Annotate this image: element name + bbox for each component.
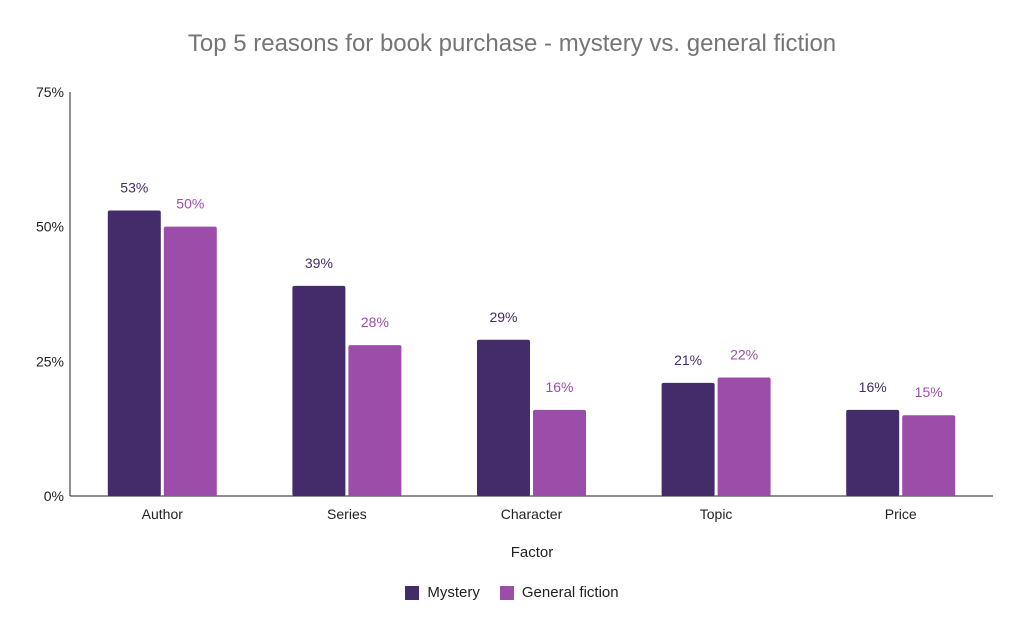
bar-general-fiction-series (348, 345, 402, 496)
x-tick-label: Author (142, 506, 184, 522)
bar-general-fiction-price (902, 415, 956, 496)
legend-label-mystery: Mystery (427, 584, 480, 601)
bar-mystery-series (292, 285, 346, 496)
x-tick-label: Price (885, 506, 917, 522)
bar-mystery-price (846, 409, 900, 496)
data-label-general-fiction-character: 16% (545, 379, 573, 395)
bar-general-fiction-author (163, 226, 217, 496)
x-tick-label: Topic (700, 506, 733, 522)
data-label-mystery-author: 53% (120, 180, 148, 196)
data-label-mystery-series: 39% (305, 255, 333, 271)
y-tick-label: 50% (36, 219, 64, 235)
bar-general-fiction-topic (717, 377, 771, 496)
x-tick-label: Series (327, 506, 367, 522)
x-tick-label: Character (501, 506, 563, 522)
x-axis-label: Factor (510, 544, 554, 561)
data-label-general-fiction-price: 15% (915, 384, 943, 400)
chart-title: Top 5 reasons for book purchase - myster… (187, 30, 837, 57)
legend-swatch-mystery (405, 585, 420, 600)
legend-item-general-fiction: General fiction (499, 584, 619, 601)
data-label-general-fiction-author: 50% (176, 196, 204, 212)
legend-item-mystery: Mystery (405, 584, 480, 601)
data-label-general-fiction-topic: 22% (730, 346, 758, 362)
bar-mystery-character (477, 339, 530, 496)
legend-label-general-fiction: General fiction (521, 584, 619, 601)
legend: Mystery General fiction (0, 584, 1024, 601)
y-tick-label: 25% (36, 353, 64, 369)
y-tick-label: 75% (36, 84, 64, 100)
bar-mystery-author (107, 210, 161, 497)
data-label-mystery-character: 29% (489, 309, 517, 325)
data-label-mystery-price: 16% (859, 379, 887, 395)
y-tick-label: 0% (44, 488, 64, 504)
bar-mystery-topic (661, 382, 715, 496)
data-label-general-fiction-series: 28% (361, 314, 389, 330)
bar-general-fiction-character (533, 409, 586, 496)
legend-swatch-general-fiction (499, 585, 514, 600)
data-label-mystery-topic: 21% (674, 352, 702, 368)
